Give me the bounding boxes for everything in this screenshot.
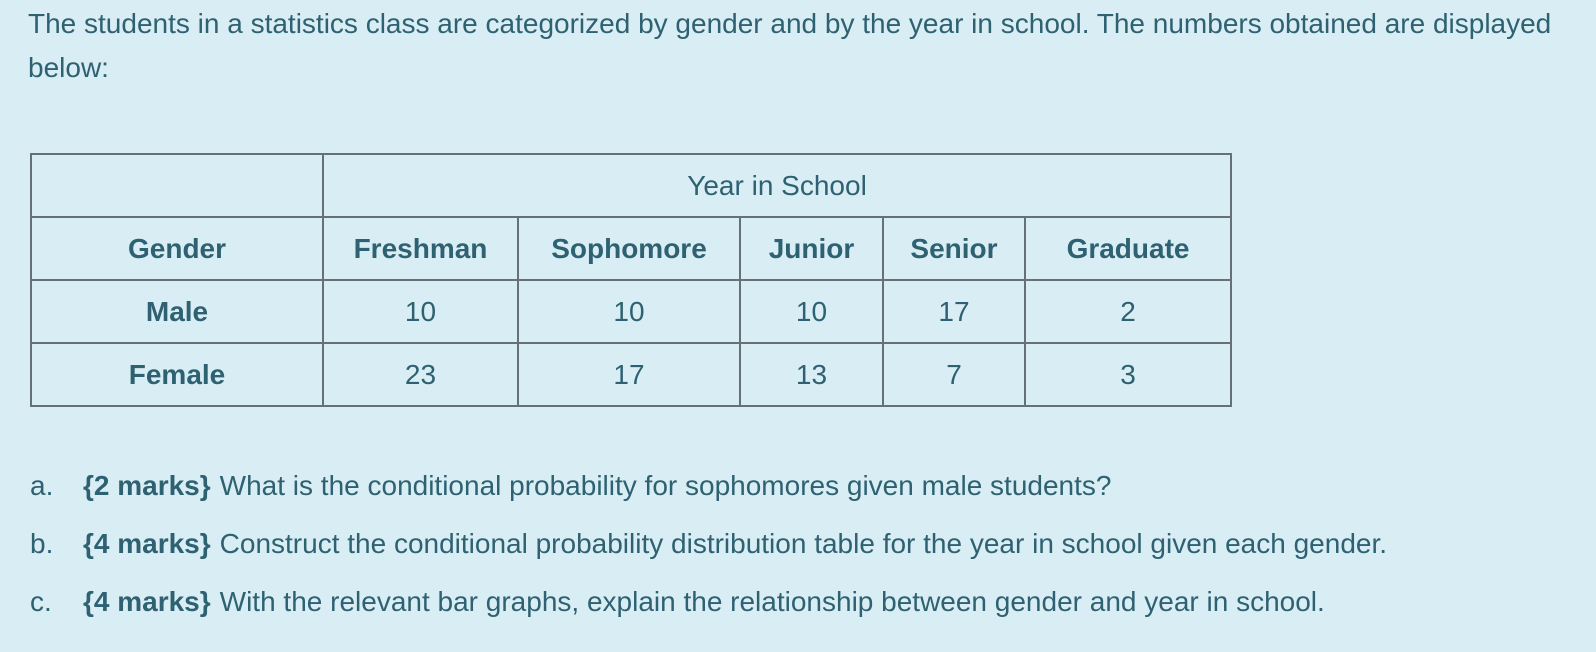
gender-year-table: Year in School Gender Freshman Sophomore…	[30, 153, 1233, 407]
row-label-female: Female	[30, 342, 324, 407]
question-marks-b: {4 marks}	[83, 528, 211, 559]
question-text-b: {4 marks} Construct the conditional proba…	[83, 522, 1387, 566]
table-row-female: Female 23 17 13 7 3	[30, 342, 1233, 407]
question-body-b: Construct the conditional probability di…	[219, 528, 1388, 559]
column-header-gender: Gender	[30, 216, 324, 281]
empty-corner-cell	[30, 153, 324, 218]
column-header-freshman: Freshman	[322, 216, 519, 281]
cell-female-sophomore: 17	[517, 342, 741, 407]
question-body-a: What is the conditional probability for …	[219, 470, 1112, 501]
questions-list: a. {2 marks} What is the conditional prob…	[30, 464, 1570, 638]
question-text-a: {2 marks} What is the conditional probabi…	[83, 464, 1111, 508]
column-header-junior: Junior	[739, 216, 884, 281]
question-item-b: b. {4 marks} Construct the conditional pr…	[30, 522, 1570, 566]
question-label-b: b.	[30, 528, 54, 559]
cell-female-graduate: 3	[1023, 342, 1233, 407]
column-header-sophomore: Sophomore	[517, 216, 741, 281]
cell-male-senior: 17	[882, 279, 1026, 344]
cell-male-sophomore: 10	[517, 279, 741, 344]
cell-female-senior: 7	[882, 342, 1026, 407]
table-header-row: Gender Freshman Sophomore Junior Senior …	[30, 216, 1233, 281]
question-marks-c: {4 marks}	[83, 586, 211, 617]
question-body-c: With the relevant bar graphs, explain th…	[219, 586, 1325, 617]
cell-male-freshman: 10	[322, 279, 519, 344]
table-span-row: Year in School	[30, 153, 1233, 218]
column-header-senior: Senior	[882, 216, 1026, 281]
year-in-school-header: Year in School	[321, 153, 1233, 218]
cell-female-freshman: 23	[322, 342, 519, 407]
cell-male-junior: 10	[739, 279, 884, 344]
question-item-a: a. {2 marks} What is the conditional prob…	[30, 464, 1570, 508]
question-text-c: {4 marks} With the relevant bar graphs, e…	[83, 580, 1325, 624]
cell-female-junior: 13	[739, 342, 884, 407]
row-label-male: Male	[30, 279, 324, 344]
question-item-c: c. {4 marks} With the relevant bar graphs…	[30, 580, 1570, 624]
question-marks-a: {2 marks}	[83, 470, 211, 501]
problem-statement: The students in a statistics class are c…	[28, 8, 1552, 83]
column-header-graduate: Graduate	[1023, 216, 1233, 281]
cell-male-graduate: 2	[1023, 279, 1233, 344]
table-row-male: Male 10 10 10 17 2	[30, 279, 1233, 344]
question-label-c: c.	[30, 586, 52, 617]
question-label-a: a.	[30, 470, 54, 501]
